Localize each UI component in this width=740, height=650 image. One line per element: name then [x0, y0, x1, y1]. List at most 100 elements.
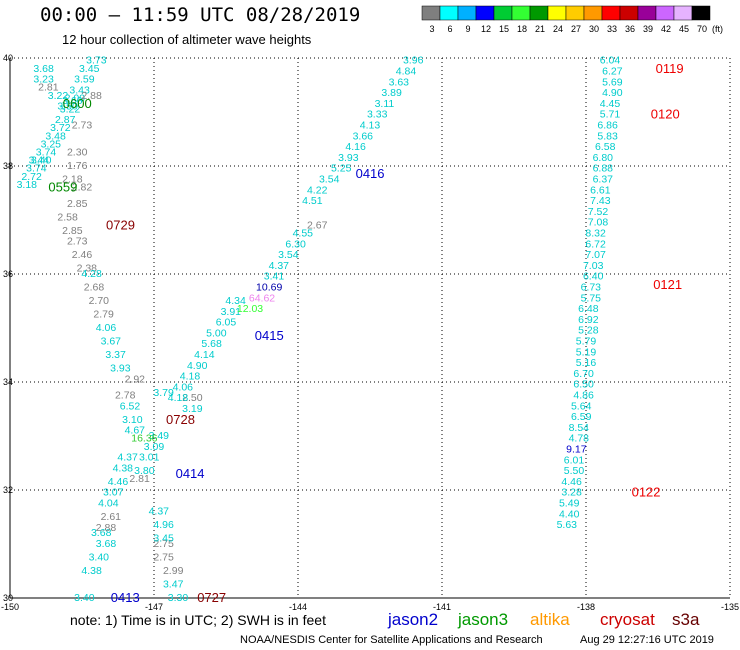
swh-value: 3.96: [403, 55, 424, 67]
swh-value: 5.00: [206, 327, 227, 339]
swh-value: 5.25: [331, 163, 352, 175]
color-scale-label: 27: [571, 24, 581, 34]
swh-value: 5.63: [557, 519, 578, 531]
swh-value: 2.50: [182, 392, 203, 404]
swh-value: 3.93: [110, 363, 131, 375]
swh-value: 3.68: [33, 63, 54, 75]
swh-value: 5.49: [559, 498, 580, 510]
swh-value: 3.44: [29, 155, 50, 167]
timestamp: Aug 29 12:27:16 UTC 2019: [580, 634, 714, 646]
swh-value: 2.72: [21, 171, 42, 183]
swh-value: 3.41: [264, 271, 285, 283]
swh-value: 3.19: [182, 403, 203, 415]
swh-value: 3.59: [74, 74, 95, 86]
swh-value: 9.17: [566, 444, 587, 456]
swh-value: 3.25: [41, 138, 62, 150]
swh-value: 6.92: [578, 314, 599, 326]
swh-value: 2.46: [72, 249, 93, 261]
swh-value: 4.14: [194, 349, 215, 361]
color-scale-swatch: [439, 5, 459, 21]
legend-cryosat: cryosat: [600, 610, 655, 629]
swh-value: 2.68: [84, 282, 105, 294]
swh-value: 3.40: [31, 155, 52, 167]
swh-value: 5.16: [576, 357, 597, 369]
swh-value: 3.50: [57, 101, 78, 113]
legend-jason2: jason2: [388, 610, 439, 629]
swh-value: 3.47: [163, 579, 184, 591]
y-tick-label: 40: [3, 53, 13, 63]
swh-value: 4.40: [559, 508, 580, 520]
swh-value: 2.78: [115, 390, 136, 402]
pass-label: 0416: [356, 166, 385, 181]
swh-value: 6.70: [573, 368, 594, 380]
swh-value: 3.43: [69, 84, 90, 96]
color-scale-label: 42: [661, 24, 671, 34]
swh-value: 6.86: [597, 120, 618, 132]
swh-value: 4.86: [573, 390, 594, 402]
swh-value: 2.73: [67, 236, 88, 248]
y-tick-label: 34: [3, 377, 13, 387]
swh-value: 4.84: [396, 66, 417, 78]
swh-value: 3.89: [381, 87, 402, 99]
y-tick-label: 38: [3, 161, 13, 171]
x-tick-label: -144: [289, 602, 307, 612]
pass-label: 0119: [656, 61, 684, 76]
color-scale-label: 18: [517, 24, 527, 34]
swh-value: 6.27: [602, 66, 623, 78]
swh-value: 4.06: [96, 322, 117, 334]
x-tick-label: -150: [1, 602, 19, 612]
swh-value: 5.79: [576, 336, 597, 348]
pass-label: 0600: [63, 96, 92, 111]
swh-value: 1.76: [67, 160, 88, 172]
color-scale-swatch: [655, 5, 675, 21]
swh-value: 3.10: [122, 414, 143, 426]
swh-value: 3.37: [105, 349, 126, 361]
color-scale-label: 33: [607, 24, 617, 34]
swh-value: 6.50: [573, 379, 594, 391]
swh-value: 8.32: [585, 228, 606, 240]
swh-value: 3.54: [278, 249, 299, 261]
pass-label: 0728: [166, 412, 195, 427]
swh-value: 4.18: [168, 392, 189, 404]
swh-value: 3.11: [375, 98, 395, 110]
pass-label: 0121: [653, 277, 682, 292]
swh-value: 4.90: [187, 360, 208, 372]
page-subtitle: 12 hour collection of altimeter wave hei…: [62, 32, 312, 47]
swh-value: 3.40: [89, 552, 110, 564]
swh-value: 4.16: [345, 141, 366, 153]
color-scale-swatch: [601, 5, 621, 21]
swh-value: 2.75: [153, 538, 174, 550]
swh-value: 4.06: [173, 381, 194, 393]
legend-s3a: s3a: [672, 610, 700, 629]
swh-value: 4.96: [153, 519, 174, 531]
swh-value: 3.68: [91, 527, 112, 539]
swh-value: 3.22: [60, 103, 81, 115]
x-tick-label: -147: [145, 602, 163, 612]
swh-value: 2.79: [93, 309, 114, 321]
color-scale-label: 6: [447, 24, 452, 34]
color-scale-swatch: [421, 5, 441, 21]
swh-value: 5.19: [576, 346, 597, 358]
swh-value: 5.69: [602, 76, 623, 88]
color-scale-swatch: [619, 5, 639, 21]
swh-value: 2.30: [67, 147, 88, 159]
swh-value: 3.80: [134, 465, 155, 477]
swh-value: 7.43: [590, 195, 611, 207]
swh-value: 2.67: [307, 219, 328, 231]
color-scale-swatch: [529, 5, 549, 21]
swh-value: 4.46: [108, 476, 129, 488]
color-scale-label: 21: [535, 24, 545, 34]
color-scale-label: 15: [499, 24, 509, 34]
swh-value: 3.18: [17, 179, 38, 191]
swh-value: 2.61: [101, 511, 122, 523]
swh-value: 5.50: [564, 465, 585, 477]
swh-value: 3.01: [139, 452, 160, 464]
color-scale-label: 9: [465, 24, 470, 34]
swh-value: 6.40: [583, 271, 604, 283]
swh-value: 3.54: [319, 174, 340, 186]
color-scale-label: 39: [643, 24, 653, 34]
swh-value: 4.67: [125, 425, 146, 437]
pass-label: 0559: [48, 180, 77, 195]
swh-value: 10.69: [256, 282, 282, 294]
credit: NOAA/NESDIS Center for Satellite Applica…: [240, 634, 543, 646]
